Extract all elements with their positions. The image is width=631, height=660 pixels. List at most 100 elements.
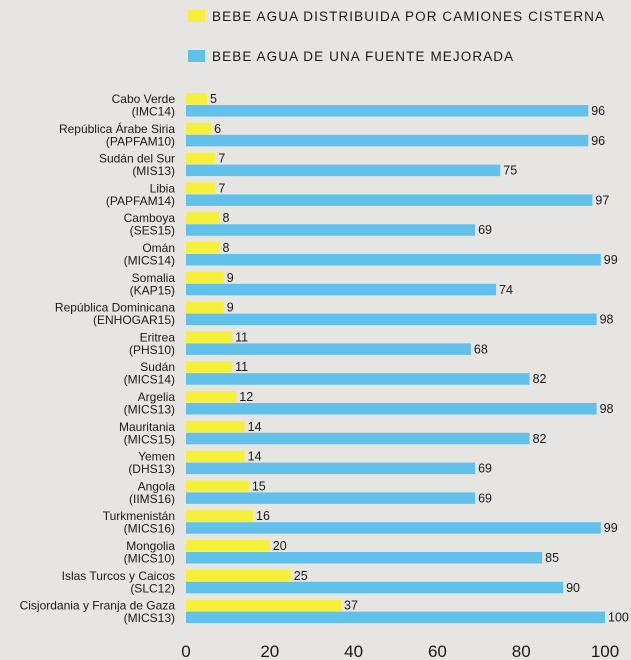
bar-s1-10 — [186, 403, 597, 415]
x-tick-1: 20 — [260, 642, 279, 660]
bar-s1-5 — [186, 254, 601, 266]
bar-s0-15 — [186, 540, 270, 552]
bar-s0-13 — [186, 480, 249, 492]
category-label-16-line-1: (SLC12) — [130, 581, 175, 595]
legend-label-1: BEBE AGUA DE UNA FUENTE MEJORADA — [212, 49, 514, 64]
value-label-s0-3: 7 — [218, 181, 225, 195]
category-label-7-line-0: República Dominicana — [55, 301, 175, 315]
value-label-s1-15: 85 — [545, 551, 559, 565]
category-label-9-line-1: (MICS14) — [124, 373, 175, 387]
value-label-s1-17: 100 — [608, 611, 629, 625]
value-labels: 5966967757978698999749981168118212981482… — [210, 92, 629, 625]
bar-s0-4 — [186, 212, 220, 224]
category-label-3-line-1: (PAPFAM14) — [106, 194, 175, 208]
category-label-8-line-1: (PHS10) — [129, 343, 175, 357]
value-label-s1-6: 74 — [499, 283, 513, 297]
value-label-s0-4: 8 — [223, 211, 230, 225]
value-label-s0-7: 9 — [227, 301, 234, 315]
value-label-s1-16: 90 — [566, 581, 580, 595]
category-label-0-line-0: Cabo Verde — [112, 92, 176, 106]
bar-s0-3 — [186, 182, 216, 194]
category-label-7-line-1: (ENHOGAR15) — [93, 313, 175, 327]
value-label-s1-8: 68 — [474, 342, 488, 356]
category-label-10-line-1: (MICS13) — [124, 403, 175, 417]
category-label-15-line-1: (MICS10) — [124, 552, 175, 566]
category-label-12-line-1: (DHS13) — [128, 462, 175, 476]
category-label-1-line-1: (PAPFAM10) — [106, 134, 175, 148]
category-label-11-line-0: Mauritania — [119, 420, 175, 434]
bar-s0-16 — [186, 569, 291, 582]
bar-s1-15 — [186, 552, 543, 564]
value-label-s0-8: 11 — [235, 330, 248, 344]
value-label-s1-0: 96 — [591, 104, 605, 118]
bar-s0-7 — [186, 301, 224, 314]
value-label-s1-14: 99 — [604, 521, 618, 535]
category-label-3-line-0: Libia — [150, 181, 176, 195]
value-label-s0-10: 12 — [239, 390, 253, 404]
bar-s0-2 — [186, 152, 216, 165]
category-label-8-line-0: Eritrea — [140, 330, 176, 344]
value-label-s0-6: 9 — [227, 271, 234, 285]
category-label-5-line-1: (MICS14) — [124, 254, 175, 268]
value-label-s0-11: 14 — [248, 420, 262, 434]
category-label-14-line-1: (MICS16) — [124, 522, 175, 536]
value-label-s0-17: 37 — [344, 599, 358, 613]
value-label-s0-0: 5 — [210, 92, 217, 106]
category-label-0-line-1: (IMC14) — [132, 105, 175, 119]
x-tick-3: 60 — [428, 642, 447, 660]
category-label-5-line-0: Omán — [142, 241, 175, 255]
category-label-6-line-0: Somalia — [132, 271, 176, 285]
category-label-15-line-0: Mongolia — [126, 539, 175, 553]
category-label-2-line-1: (MIS13) — [132, 164, 175, 178]
value-label-s1-11: 82 — [533, 432, 547, 446]
bar-s1-17 — [186, 611, 605, 624]
category-label-9-line-0: Sudán — [140, 360, 175, 374]
legend-swatch-0 — [188, 10, 205, 22]
bar-s0-11 — [186, 420, 245, 433]
legend: BEBE AGUA DISTRIBUIDA POR CAMIONES CISTE… — [188, 9, 604, 64]
value-label-s1-5: 99 — [604, 253, 618, 267]
bar-s0-10 — [186, 391, 237, 403]
bar-s1-7 — [186, 313, 597, 326]
value-label-s1-12: 69 — [478, 462, 492, 476]
value-label-s1-4: 69 — [478, 223, 492, 237]
category-label-4-line-1: (SES15) — [130, 224, 175, 238]
value-label-s0-5: 8 — [223, 241, 230, 255]
value-label-s0-16: 25 — [294, 569, 308, 583]
bar-s0-8 — [186, 331, 233, 343]
x-tick-5: 100 — [591, 642, 619, 660]
category-label-13-line-0: Angola — [138, 479, 176, 493]
category-label-13-line-1: (IIMS16) — [129, 492, 175, 506]
category-label-11-line-1: (MICS15) — [124, 432, 175, 446]
category-label-1-line-0: República Árabe Siria — [59, 121, 175, 136]
value-label-s0-9: 11 — [235, 360, 248, 374]
value-label-s1-9: 82 — [533, 372, 547, 386]
bar-s1-2 — [186, 164, 501, 177]
value-label-s0-13: 15 — [252, 479, 266, 493]
value-label-s0-2: 7 — [218, 152, 225, 166]
category-label-16-line-0: Islas Turcos y Caicos — [62, 569, 175, 583]
x-axis-tick-labels: 0 20 40 60 80 100 — [181, 642, 619, 660]
bar-s0-0 — [186, 93, 207, 105]
bar-s1-12 — [186, 462, 476, 475]
bar-s1-4 — [186, 224, 476, 236]
bar-s0-9 — [186, 361, 233, 373]
category-label-2-line-0: Sudán del Sur — [99, 152, 175, 166]
category-label-12-line-0: Yemen — [138, 450, 175, 464]
value-label-s0-14: 16 — [256, 509, 270, 523]
category-label-17-line-0: Cisjordania y Franja de Gaza — [20, 599, 176, 613]
bar-s1-9 — [186, 373, 530, 385]
value-label-s1-3: 97 — [595, 193, 609, 207]
category-labels: Cabo Verde(IMC14)República Árabe Siria(P… — [20, 92, 176, 625]
value-label-s1-13: 69 — [478, 491, 492, 505]
value-label-s1-7: 98 — [600, 313, 614, 327]
category-label-10-line-0: Argelia — [138, 390, 176, 404]
bar-s1-0 — [186, 105, 589, 117]
category-label-4-line-0: Camboya — [124, 211, 176, 225]
value-label-s1-1: 96 — [591, 134, 605, 148]
x-tick-4: 80 — [512, 642, 531, 660]
value-label-s0-12: 14 — [248, 450, 262, 464]
bar-s0-12 — [186, 450, 245, 463]
bar-s0-1 — [186, 122, 212, 135]
